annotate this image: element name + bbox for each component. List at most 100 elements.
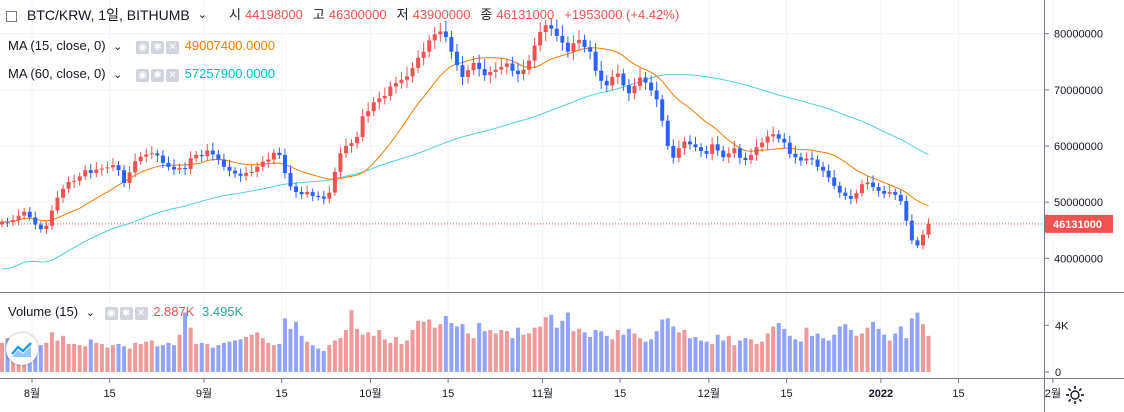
candle-body: [871, 182, 876, 187]
candle-body: [859, 184, 864, 194]
candle-body: [432, 34, 437, 41]
candle-body: [66, 181, 71, 189]
volume-bar: [194, 344, 199, 372]
gear-icon[interactable]: ✱: [151, 41, 165, 54]
volume-bar: [532, 327, 537, 372]
candle-body: [904, 201, 909, 221]
candle-body: [443, 31, 448, 38]
chevron-down-icon[interactable]: ⌄: [85, 307, 95, 319]
volume-bar: [610, 339, 615, 372]
candle-body: [826, 170, 831, 178]
candle-body: [188, 158, 193, 170]
candle-body: [454, 51, 459, 66]
candle-body: [210, 150, 215, 155]
close-icon[interactable]: ✕: [166, 41, 180, 54]
chevron-down-icon[interactable]: ⌄: [197, 9, 207, 21]
ma60-label[interactable]: MA (60, close, 0): [8, 66, 106, 81]
volume-bar: [454, 326, 459, 372]
price-tick-label: 70000000: [1054, 85, 1103, 97]
volume-bar: [382, 339, 387, 372]
candle-body: [854, 193, 859, 199]
candle-body: [233, 170, 238, 174]
symbol-title[interactable]: BTC/KRW, 1일, BITHUMB: [27, 7, 190, 23]
candle-body: [122, 170, 127, 184]
candle-body: [277, 152, 282, 155]
candle-body: [798, 157, 803, 161]
volume-bar: [893, 333, 898, 372]
volume-bar: [693, 337, 698, 372]
volume-bar: [133, 342, 138, 372]
candle-body: [671, 146, 676, 158]
candle-body: [560, 35, 565, 43]
volume-bar: [821, 338, 826, 372]
chevron-down-icon[interactable]: ⌄: [113, 41, 123, 53]
close-icon[interactable]: ✕: [134, 307, 148, 320]
candle-body: [538, 32, 543, 46]
candle-body: [554, 28, 559, 36]
volume-bar: [765, 333, 770, 372]
candle-body: [171, 166, 176, 170]
volume-bar: [244, 337, 249, 372]
volume-bar: [399, 344, 404, 372]
candle-body: [737, 148, 742, 158]
candle-body: [288, 172, 293, 187]
logo-icon[interactable]: [6, 333, 38, 365]
time-tick-label: 15: [952, 388, 964, 400]
settings-gear-icon[interactable]: [1064, 384, 1086, 406]
volume-bar: [138, 344, 143, 372]
volume-bar: [510, 338, 515, 372]
candle-body: [660, 99, 665, 121]
volume-bar: [210, 347, 215, 372]
time-tick-label: 12월: [698, 387, 720, 400]
candle-body: [760, 142, 765, 148]
candle-body: [160, 155, 165, 163]
candle-body: [787, 142, 792, 154]
gear-icon[interactable]: ✱: [119, 307, 133, 320]
candle-body: [221, 159, 226, 167]
candle-body: [449, 37, 454, 52]
candle-body: [305, 192, 310, 195]
volume-bar: [233, 340, 238, 372]
collapse-checkbox[interactable]: [6, 10, 17, 22]
eye-icon[interactable]: ◉: [104, 307, 118, 320]
volume-bar: [127, 348, 132, 372]
volume-bar: [421, 321, 426, 372]
ma15-legend: MA (15, close, 0) ⌄ ◉ ✱ ✕ 49007400.0000: [8, 37, 275, 56]
close-icon[interactable]: ✕: [166, 69, 180, 82]
candle-body: [504, 63, 509, 67]
candle-body: [27, 211, 32, 218]
gear-icon[interactable]: ✱: [151, 69, 165, 82]
volume-bar: [793, 339, 798, 372]
candle-body: [848, 195, 853, 199]
candle-body: [299, 192, 304, 195]
candle-body: [249, 171, 254, 173]
volume-bar: [266, 342, 271, 372]
volume-bar: [410, 330, 415, 372]
candle-body: [460, 65, 465, 77]
candle-body: [926, 223, 931, 235]
ma15-label[interactable]: MA (15, close, 0): [8, 38, 106, 53]
volume-bar: [338, 338, 343, 372]
volume-bar: [920, 324, 925, 372]
candle-body: [882, 190, 887, 194]
volume-bar: [110, 345, 115, 372]
volume-bar: [604, 335, 609, 372]
candle-body: [310, 192, 315, 196]
volume-bar: [427, 319, 432, 372]
volume-bar: [144, 341, 149, 372]
candle-body: [382, 96, 387, 99]
eye-icon[interactable]: ◉: [136, 69, 150, 82]
volume-bar: [649, 339, 654, 372]
volume-bar: [776, 323, 781, 372]
high-label: 고: [312, 7, 325, 22]
candle-body: [332, 171, 337, 193]
candle-body: [11, 220, 16, 223]
candle-body: [715, 144, 720, 151]
candle-body: [61, 188, 66, 198]
volume-bar: [671, 326, 676, 372]
chevron-down-icon[interactable]: ⌄: [113, 69, 123, 81]
eye-icon[interactable]: ◉: [136, 41, 150, 54]
volume-label[interactable]: Volume (15): [8, 304, 79, 319]
candle-body: [471, 62, 476, 71]
